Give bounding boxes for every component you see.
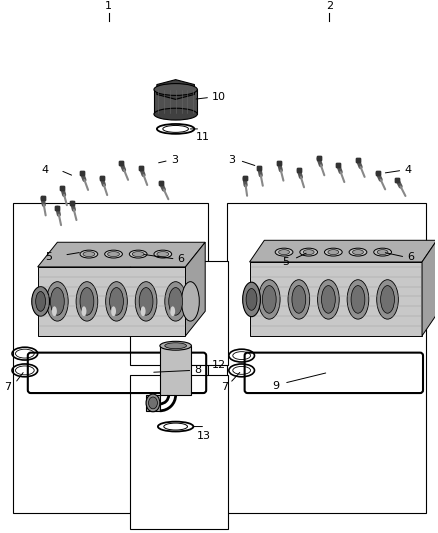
Text: 9: 9 [272, 381, 279, 391]
Text: 5: 5 [282, 257, 289, 267]
Ellipse shape [246, 288, 257, 310]
Ellipse shape [169, 288, 183, 315]
Ellipse shape [325, 248, 342, 256]
Text: 4: 4 [404, 165, 411, 175]
Text: 6: 6 [177, 254, 184, 264]
Ellipse shape [135, 281, 157, 321]
Ellipse shape [129, 250, 147, 258]
Ellipse shape [32, 287, 49, 316]
Ellipse shape [35, 292, 46, 311]
Polygon shape [154, 90, 197, 114]
Polygon shape [160, 346, 191, 395]
Ellipse shape [46, 281, 68, 321]
Ellipse shape [353, 249, 364, 255]
Ellipse shape [279, 249, 290, 255]
Ellipse shape [181, 281, 199, 321]
Ellipse shape [146, 394, 160, 412]
Ellipse shape [52, 306, 57, 316]
Text: 8: 8 [194, 366, 201, 375]
Ellipse shape [80, 250, 98, 258]
Bar [130, 261, 228, 365]
Text: 11: 11 [195, 132, 209, 142]
Ellipse shape [262, 286, 276, 313]
Polygon shape [146, 395, 160, 411]
Ellipse shape [349, 248, 367, 256]
Ellipse shape [165, 281, 187, 321]
Text: 13: 13 [197, 431, 211, 441]
Bar [13, 203, 208, 513]
Polygon shape [38, 243, 205, 267]
Text: 4: 4 [41, 165, 49, 175]
Ellipse shape [377, 249, 388, 255]
Text: 7: 7 [4, 382, 11, 392]
Ellipse shape [139, 288, 153, 315]
Ellipse shape [351, 286, 365, 313]
Ellipse shape [170, 306, 175, 316]
Ellipse shape [110, 288, 124, 315]
Polygon shape [422, 240, 437, 336]
Ellipse shape [81, 306, 86, 316]
Ellipse shape [328, 249, 339, 255]
Ellipse shape [154, 250, 172, 258]
Text: 2: 2 [326, 1, 333, 11]
Ellipse shape [300, 248, 318, 256]
Ellipse shape [105, 250, 122, 258]
Ellipse shape [321, 286, 336, 313]
Text: 3: 3 [171, 156, 178, 165]
Ellipse shape [258, 280, 280, 319]
Text: 3: 3 [228, 156, 235, 165]
Ellipse shape [154, 108, 197, 120]
Text: 5: 5 [46, 252, 53, 262]
Text: 12: 12 [212, 360, 226, 370]
Ellipse shape [83, 252, 95, 256]
Polygon shape [250, 240, 437, 262]
Ellipse shape [318, 280, 339, 319]
Ellipse shape [160, 341, 191, 350]
Ellipse shape [165, 343, 187, 349]
Ellipse shape [275, 248, 293, 256]
Ellipse shape [243, 282, 261, 317]
Text: 7: 7 [221, 382, 228, 392]
Polygon shape [157, 79, 194, 99]
Ellipse shape [288, 280, 310, 319]
Ellipse shape [111, 306, 116, 316]
Bar [227, 203, 426, 513]
Polygon shape [250, 262, 422, 336]
Bar [130, 375, 228, 529]
Text: 10: 10 [212, 92, 226, 102]
Ellipse shape [347, 280, 369, 319]
Ellipse shape [141, 306, 145, 316]
Ellipse shape [374, 248, 392, 256]
Polygon shape [38, 267, 185, 336]
Ellipse shape [381, 286, 395, 313]
Ellipse shape [303, 249, 314, 255]
Polygon shape [185, 243, 205, 336]
Ellipse shape [154, 84, 197, 95]
Ellipse shape [76, 281, 98, 321]
Text: 6: 6 [407, 252, 414, 262]
Ellipse shape [292, 286, 306, 313]
Ellipse shape [106, 281, 127, 321]
Ellipse shape [50, 288, 64, 315]
Text: 1: 1 [105, 1, 112, 11]
Ellipse shape [132, 252, 144, 256]
Ellipse shape [80, 288, 94, 315]
Ellipse shape [148, 397, 157, 409]
Ellipse shape [377, 280, 399, 319]
Ellipse shape [157, 252, 169, 256]
Ellipse shape [108, 252, 120, 256]
